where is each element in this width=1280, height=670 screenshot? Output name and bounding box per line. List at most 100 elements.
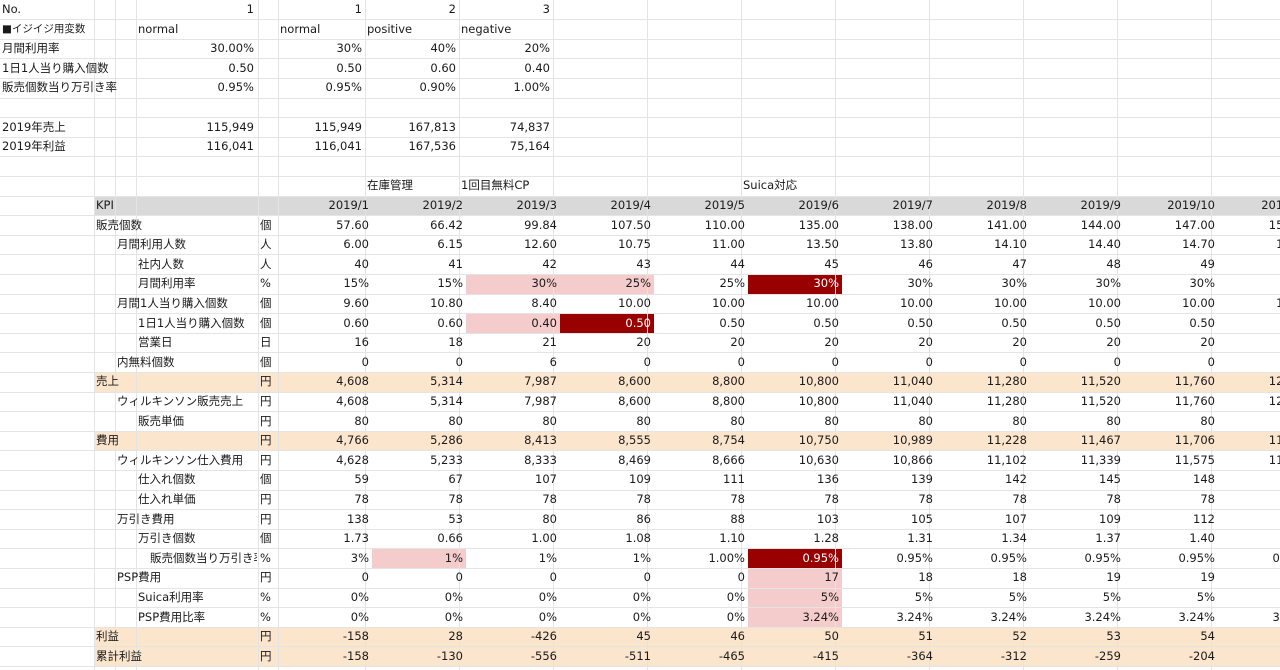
month-header[interactable]: 2019/7: [892, 198, 933, 212]
kpi-cell[interactable]: 78: [824, 492, 839, 506]
kpi-cell[interactable]: 109: [629, 472, 651, 487]
kpi-cell[interactable]: 80: [1200, 413, 1215, 428]
kpi-cell[interactable]: 0: [1019, 354, 1027, 369]
scenario-value[interactable]: 40%: [430, 41, 456, 56]
kpi-cell[interactable]: 30%: [1095, 276, 1121, 291]
scenario-name[interactable]: negative: [461, 21, 512, 36]
kpi-cell[interactable]: 0: [831, 354, 839, 369]
param-label[interactable]: 月間利用率: [2, 41, 60, 56]
kpi-cell[interactable]: 4,608: [336, 394, 369, 408]
kpi-cell[interactable]: 138: [347, 511, 369, 526]
kpi-cell[interactable]: 144.00: [1080, 217, 1121, 232]
kpi-cell[interactable]: 11,280: [986, 394, 1027, 408]
kpi-cell[interactable]: 3.24%: [1178, 609, 1215, 624]
kpi-cell[interactable]: 0: [643, 570, 651, 585]
kpi-cell[interactable]: 80: [354, 413, 369, 428]
param-label[interactable]: 2019年利益: [2, 139, 66, 154]
kpi-cell[interactable]: 0%: [538, 609, 557, 624]
kpi-cell[interactable]: 49: [1200, 256, 1215, 271]
kpi-cell[interactable]: 0.95%: [802, 550, 839, 565]
kpi-row-unit[interactable]: 個: [260, 472, 272, 487]
scenario-value[interactable]: 167,536: [408, 139, 456, 154]
kpi-cell[interactable]: 41: [448, 256, 463, 271]
kpi-row-label[interactable]: 万引き個数: [138, 531, 196, 546]
kpi-row-label[interactable]: 販売単価: [138, 413, 184, 428]
kpi-cell[interactable]: 0: [361, 570, 369, 585]
kpi-cell[interactable]: 1.73: [343, 531, 369, 546]
kpi-cell[interactable]: 1.00%: [708, 550, 745, 565]
kpi-cell[interactable]: 30%: [813, 276, 839, 291]
kpi-cell[interactable]: 42: [542, 256, 557, 271]
kpi-cell[interactable]: 0%: [538, 590, 557, 604]
kpi-cell[interactable]: 20: [1218, 333, 1280, 353]
kpi-cell[interactable]: 105: [911, 511, 933, 526]
kpi-cell[interactable]: 55: [1218, 627, 1280, 647]
kpi-cell[interactable]: 11,760: [1174, 394, 1215, 408]
kpi-row-unit[interactable]: 円: [260, 413, 272, 428]
kpi-cell[interactable]: 53: [1106, 629, 1121, 644]
scenario-value[interactable]: 0.95%: [325, 80, 362, 95]
kpi-cell[interactable]: 11,040: [892, 394, 933, 408]
kpi-cell[interactable]: 5%: [914, 590, 933, 604]
kpi-cell[interactable]: 3.24%: [1084, 609, 1121, 624]
kpi-cell[interactable]: 147.00: [1174, 217, 1215, 232]
kpi-cell[interactable]: 109: [1099, 511, 1121, 526]
kpi-row-unit[interactable]: 円: [260, 511, 272, 526]
kpi-row-unit[interactable]: 円: [260, 374, 272, 389]
kpi-cell[interactable]: 30%: [531, 276, 557, 291]
kpi-row-label[interactable]: PSP費用: [117, 570, 162, 585]
kpi-cell[interactable]: 4,766: [336, 433, 369, 448]
scenario-value[interactable]: 1: [354, 2, 362, 16]
kpi-cell[interactable]: 0.95%: [896, 550, 933, 565]
kpi-cell[interactable]: 99.84: [524, 217, 557, 232]
month-header[interactable]: 2019/8: [986, 198, 1027, 212]
kpi-cell[interactable]: 0.50: [813, 315, 839, 330]
kpi-cell[interactable]: 10.00: [994, 296, 1027, 310]
kpi-row-label[interactable]: 仕入れ個数: [138, 472, 196, 487]
kpi-cell[interactable]: 78: [1012, 492, 1027, 506]
month-header[interactable]: 2019/2: [422, 198, 463, 212]
kpi-cell[interactable]: 80: [1218, 412, 1280, 432]
month-header[interactable]: 2019/11: [1261, 198, 1280, 212]
kpi-cell[interactable]: 1%: [444, 550, 463, 565]
scenario-value[interactable]: 116,041: [314, 139, 362, 154]
kpi-cell[interactable]: 30%: [1189, 276, 1215, 291]
kpi-header-label[interactable]: KPI: [96, 198, 114, 212]
kpi-cell[interactable]: 1.00: [531, 531, 557, 546]
kpi-cell[interactable]: 3.24%: [990, 609, 1027, 624]
kpi-cell[interactable]: 0%: [444, 609, 463, 624]
kpi-cell[interactable]: 10,800: [798, 374, 839, 389]
kpi-cell[interactable]: 18: [448, 335, 463, 350]
kpi-cell[interactable]: -130: [436, 648, 463, 663]
kpi-cell[interactable]: 20: [918, 335, 933, 350]
kpi-cell[interactable]: 78: [1106, 492, 1121, 506]
kpi-cell[interactable]: 112: [1193, 511, 1215, 526]
kpi-cell[interactable]: 66.42: [430, 217, 463, 232]
scenario-value[interactable]: 0.90%: [419, 80, 456, 95]
kpi-row-unit[interactable]: 個: [260, 296, 272, 310]
kpi-cell[interactable]: 78: [730, 492, 745, 506]
kpi-cell[interactable]: -149: [1218, 647, 1280, 667]
kpi-cell[interactable]: 40: [354, 256, 369, 271]
scenario-value[interactable]: 1.00%: [513, 80, 550, 95]
kpi-cell[interactable]: 3.24%: [896, 609, 933, 624]
kpi-cell[interactable]: 5,233: [430, 452, 463, 467]
kpi-cell[interactable]: 107: [1005, 511, 1027, 526]
kpi-cell[interactable]: 6.15: [437, 237, 463, 252]
kpi-cell[interactable]: 150.00: [1268, 217, 1280, 232]
kpi-cell[interactable]: 50: [824, 629, 839, 644]
kpi-cell[interactable]: 5%: [1102, 590, 1121, 604]
kpi-cell[interactable]: -556: [530, 648, 557, 663]
kpi-cell[interactable]: 11,520: [1080, 374, 1121, 389]
kpi-cell[interactable]: 3%: [350, 550, 369, 565]
kpi-cell[interactable]: 25%: [719, 276, 745, 291]
kpi-cell[interactable]: 25%: [625, 276, 651, 291]
kpi-cell[interactable]: 10,800: [798, 394, 839, 408]
kpi-cell[interactable]: 46: [730, 629, 745, 644]
kpi-cell[interactable]: 1.43: [1218, 529, 1280, 549]
kpi-cell[interactable]: 10.00: [806, 296, 839, 310]
kpi-cell[interactable]: 8.40: [531, 296, 557, 310]
kpi-cell[interactable]: 78: [918, 492, 933, 506]
kpi-cell[interactable]: 0: [455, 570, 463, 585]
kpi-cell[interactable]: 3.24%: [802, 609, 839, 624]
